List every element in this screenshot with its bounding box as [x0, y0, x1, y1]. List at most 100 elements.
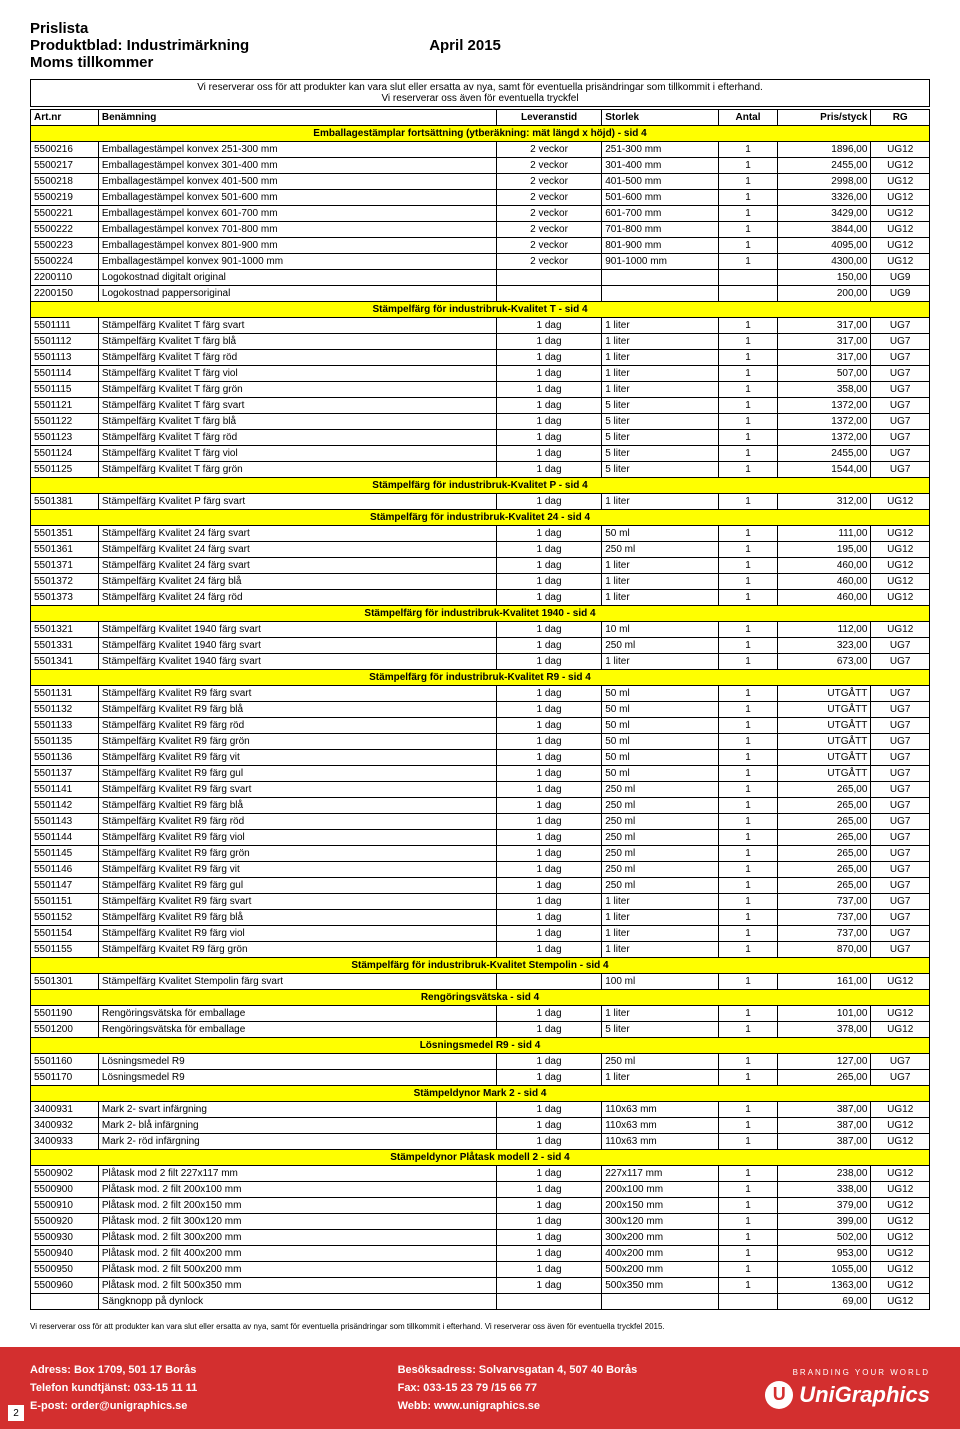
table-cell: Emballagestämpel konvex 801-900 mm [98, 238, 496, 254]
table-cell: UG12 [871, 1006, 930, 1022]
table-cell: UG7 [871, 446, 930, 462]
header-date: April 2015 [429, 37, 501, 54]
table-cell: 1 dag [496, 910, 601, 926]
table-cell: UG12 [871, 174, 930, 190]
table-cell: 2 veckor [496, 174, 601, 190]
table-cell: 265,00 [777, 846, 871, 862]
table-cell: UG12 [871, 542, 930, 558]
table-cell: Rengöringsvätska för emballage [98, 1006, 496, 1022]
table-row: 3400931Mark 2- svart infärgning1 dag110x… [31, 1102, 930, 1118]
table-cell: 1 liter [602, 558, 719, 574]
table-cell: UG9 [871, 270, 930, 286]
table-cell: 200x100 mm [602, 1182, 719, 1198]
table-cell [31, 1294, 99, 1310]
table-cell: 5 liter [602, 446, 719, 462]
table-cell: 1 [719, 910, 778, 926]
table-cell: 1 [719, 718, 778, 734]
table-cell: 1 [719, 702, 778, 718]
table-cell: Stämpelfärg Kvalitet 24 färg blå [98, 574, 496, 590]
table-cell: 1 dag [496, 430, 601, 446]
table-cell: 2 veckor [496, 190, 601, 206]
table-cell: 2 veckor [496, 222, 601, 238]
logo-u-icon: U [765, 1381, 793, 1409]
table-cell: 673,00 [777, 654, 871, 670]
table-cell: 1 [719, 1166, 778, 1182]
table-cell: 387,00 [777, 1102, 871, 1118]
table-cell: 100 ml [602, 974, 719, 990]
table-cell: 1 [719, 206, 778, 222]
table-cell: 378,00 [777, 1022, 871, 1038]
table-cell: 5501124 [31, 446, 99, 462]
header-line1: Prislista [30, 20, 930, 37]
table-row: 5501372Stämpelfärg Kvalitet 24 färg blå1… [31, 574, 930, 590]
table-cell: 265,00 [777, 814, 871, 830]
table-cell: UG12 [871, 206, 930, 222]
table-cell: 1 [719, 686, 778, 702]
table-cell: 2 veckor [496, 158, 601, 174]
section-header-row: Rengöringsvätska - sid 4 [31, 990, 930, 1006]
table-cell: 110x63 mm [602, 1118, 719, 1134]
table-cell: Stämpelfärg Kvalitet R9 färg svart [98, 894, 496, 910]
table-cell: 5501152 [31, 910, 99, 926]
table-cell: 1 [719, 1134, 778, 1150]
table-cell: 1 [719, 542, 778, 558]
table-cell: 5 liter [602, 414, 719, 430]
table-cell: 500x350 mm [602, 1278, 719, 1294]
table-cell: Emballagestämpel konvex 601-700 mm [98, 206, 496, 222]
footer-right: BRANDING YOUR WORLD U UniGraphics [765, 1368, 930, 1409]
page-number: 2 [8, 1405, 24, 1421]
table-cell: 358,00 [777, 382, 871, 398]
table-cell: 1 dag [496, 1198, 601, 1214]
table-cell: 5500910 [31, 1198, 99, 1214]
table-cell: 1 [719, 414, 778, 430]
table-row: 2200150Logokostnad pappersoriginal200,00… [31, 286, 930, 302]
table-cell: 5501381 [31, 494, 99, 510]
table-cell: 1 dag [496, 558, 601, 574]
table-row: 5500902Plåtask mod 2 filt 227x117 mm1 da… [31, 1166, 930, 1182]
table-cell: UG7 [871, 894, 930, 910]
section-header-row: Stämpeldynor Mark 2 - sid 4 [31, 1086, 930, 1102]
table-cell: 265,00 [777, 1070, 871, 1086]
table-cell: 1 [719, 1198, 778, 1214]
table-cell: UG7 [871, 1070, 930, 1086]
table-cell: 265,00 [777, 830, 871, 846]
table-cell: UG7 [871, 414, 930, 430]
table-cell [496, 1294, 601, 1310]
section-title: Stämpeldynor Plåtask modell 2 - sid 4 [31, 1150, 930, 1166]
table-cell: UG7 [871, 430, 930, 446]
table-cell: 1 [719, 1054, 778, 1070]
table-cell: 1 [719, 254, 778, 270]
table-cell: 1372,00 [777, 430, 871, 446]
table-row: 3400932Mark 2- blå infärgning1 dag110x63… [31, 1118, 930, 1134]
table-row: 2200110Logokostnad digitalt original150,… [31, 270, 930, 286]
table-cell: 195,00 [777, 542, 871, 558]
footer-web: Webb: www.unigraphics.se [398, 1400, 540, 1412]
table-cell: 5501133 [31, 718, 99, 734]
table-cell: 10 ml [602, 622, 719, 638]
table-cell: Stämpelfärg Kvalitet T färg viol [98, 366, 496, 382]
table-cell: 1 liter [602, 318, 719, 334]
table-cell: 1 dag [496, 1278, 601, 1294]
table-cell: Stämpelfärg Kvalitet T färg röd [98, 430, 496, 446]
table-cell: 387,00 [777, 1134, 871, 1150]
table-cell: UTGÅTT [777, 766, 871, 782]
table-cell: 1 dag [496, 942, 601, 958]
table-row: 5501146Stämpelfärg Kvalitet R9 färg vit1… [31, 862, 930, 878]
table-row: 5501321Stämpelfärg Kvalitet 1940 färg sv… [31, 622, 930, 638]
table-cell: 5500217 [31, 158, 99, 174]
table-cell: 50 ml [602, 686, 719, 702]
table-cell: 1 liter [602, 574, 719, 590]
table-cell: 1 dag [496, 1262, 601, 1278]
table-cell: 5500930 [31, 1230, 99, 1246]
table-cell: 1363,00 [777, 1278, 871, 1294]
table-row: 5500219Emballagestämpel konvex 501-600 m… [31, 190, 930, 206]
table-cell: 150,00 [777, 270, 871, 286]
table-cell: 5500902 [31, 1166, 99, 1182]
table-cell: UG12 [871, 590, 930, 606]
section-title: Emballagestämplar fortsättning (ytberäkn… [31, 126, 930, 142]
table-cell: Plåtask mod 2 filt 227x117 mm [98, 1166, 496, 1182]
table-cell: 1 [719, 782, 778, 798]
table-cell: 300x200 mm [602, 1230, 719, 1246]
table-cell: Plåtask mod. 2 filt 300x200 mm [98, 1230, 496, 1246]
footer-branding: BRANDING YOUR WORLD [765, 1368, 930, 1377]
